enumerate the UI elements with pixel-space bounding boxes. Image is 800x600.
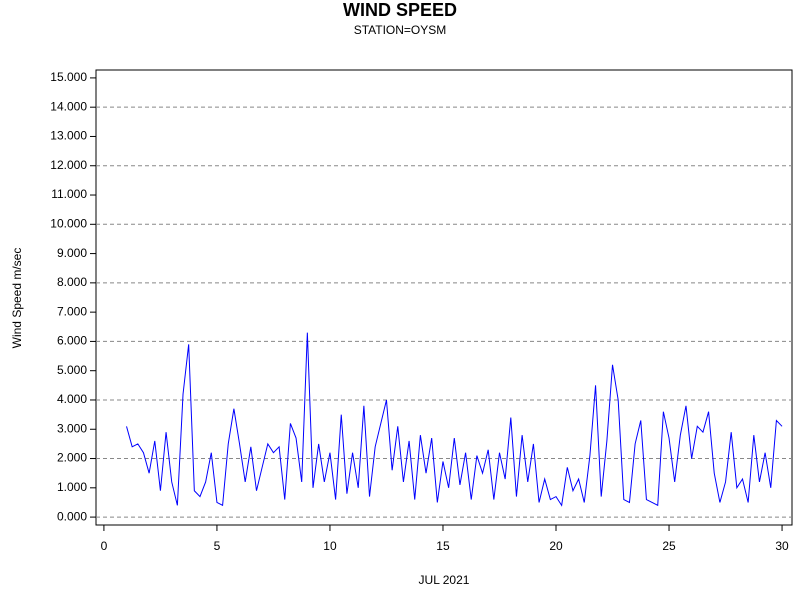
y-tick-label: 4.000 <box>57 392 87 406</box>
y-tick-label: 12.000 <box>50 158 87 172</box>
x-tick-label: 5 <box>214 539 221 553</box>
y-tick-label: 3.000 <box>57 421 87 435</box>
chart-subtitle: STATION=OYSM <box>354 23 447 37</box>
y-tick-label: 11.000 <box>51 187 87 201</box>
x-tick-label: 25 <box>662 539 676 553</box>
y-tick-label: 10.000 <box>50 216 87 230</box>
x-tick-label: 15 <box>436 539 450 553</box>
x-axis-label: JUL 2021 <box>419 573 470 587</box>
chart-title: WIND SPEED <box>343 0 457 20</box>
y-tick-label: 1.000 <box>57 480 87 494</box>
y-tick-label: 13.000 <box>50 129 87 143</box>
x-tick-label: 10 <box>323 539 337 553</box>
y-tick-label: 2.000 <box>57 451 87 465</box>
y-tick-label: 14.000 <box>50 99 87 113</box>
x-tick-label: 30 <box>775 539 789 553</box>
y-tick-label: 9.000 <box>57 246 87 260</box>
y-axis-label: Wind Speed m/sec <box>10 248 24 349</box>
y-tick-label: 7.000 <box>57 304 87 318</box>
y-tick-label: 15.000 <box>50 70 87 84</box>
y-tick-label: 6.000 <box>57 334 87 348</box>
x-tick-label: 20 <box>549 539 563 553</box>
x-tick-label: 0 <box>101 539 108 553</box>
y-tick-label: 5.000 <box>57 363 87 377</box>
y-tick-label: 8.000 <box>57 275 87 289</box>
plot-frame <box>95 69 793 526</box>
wind-speed-line <box>126 332 783 507</box>
y-tick-label: 0.000 <box>57 509 87 523</box>
